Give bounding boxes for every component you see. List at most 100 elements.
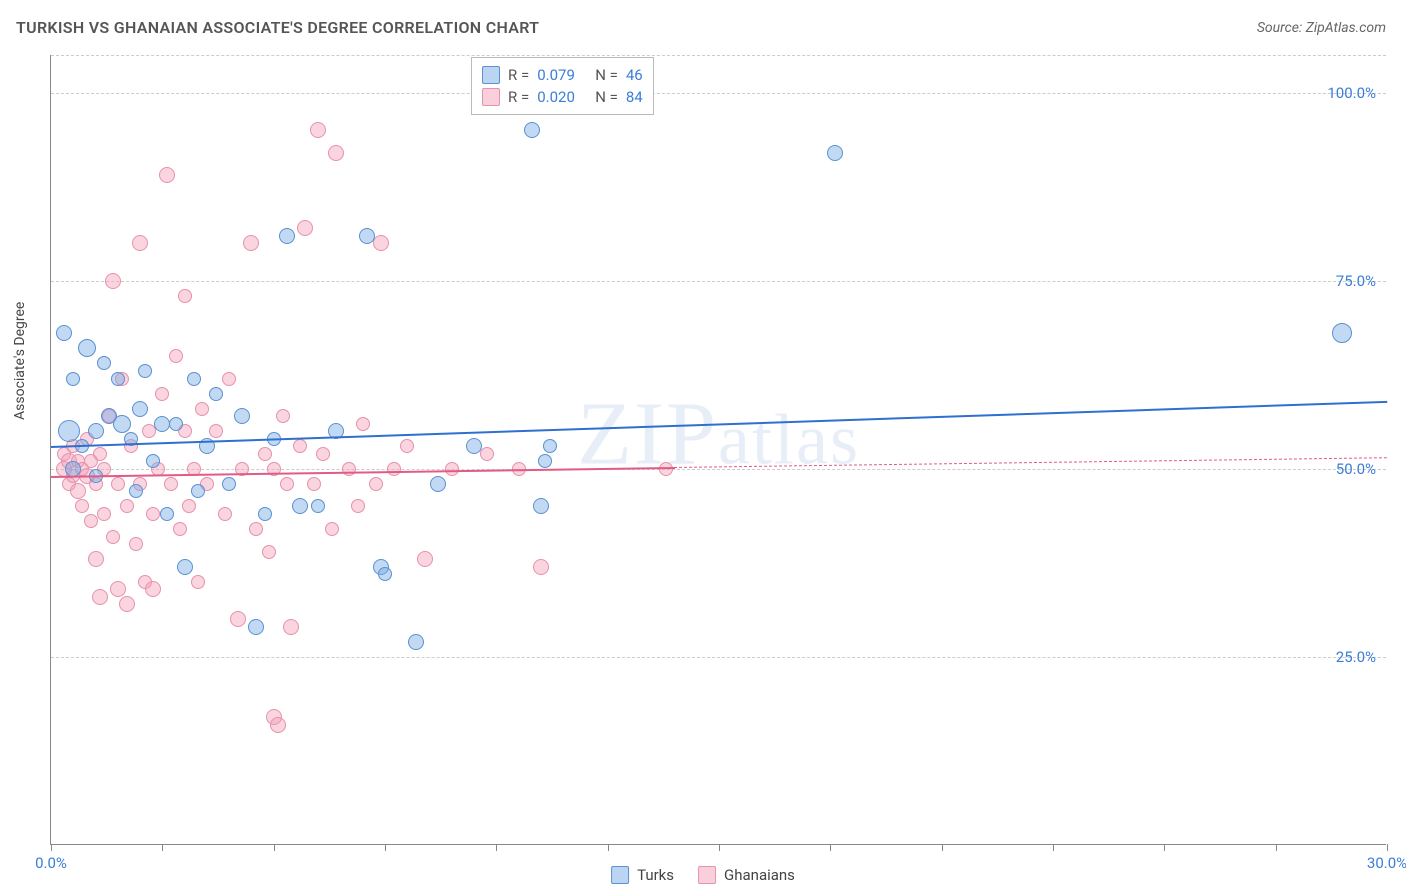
ghanaians-point: [400, 439, 414, 453]
ghanaians-point: [297, 220, 313, 236]
stats-row: R = 0.079 N = 46: [482, 64, 643, 86]
ghanaians-point: [75, 499, 89, 513]
turks-point: [138, 364, 152, 378]
ghanaians-point: [93, 447, 107, 461]
y-tick-label: 50.0%: [1336, 460, 1376, 478]
ghanaians-point: [356, 417, 370, 431]
x-tick: [385, 844, 386, 851]
turks-point: [258, 507, 272, 521]
ghanaians-point: [169, 349, 183, 363]
y-tick-label: 25.0%: [1336, 648, 1376, 666]
legend-item: Ghanaians: [698, 866, 795, 884]
x-tick: [942, 844, 943, 851]
turks-point: [524, 122, 540, 138]
x-tick: [830, 844, 831, 851]
ghanaians-point: [159, 167, 175, 183]
x-tick: [1387, 844, 1388, 851]
ghanaians-point: [195, 402, 209, 416]
x-tick: [51, 844, 52, 851]
r-value: 0.020: [537, 86, 587, 108]
ghanaians-point: [106, 530, 120, 544]
legend-label: Ghanaians: [724, 866, 795, 884]
x-tick: [608, 844, 609, 851]
ghanaians-point: [293, 439, 307, 453]
turks-point: [113, 415, 131, 433]
series-legend: Turks Ghanaians: [611, 866, 795, 884]
n-value: 84: [626, 86, 643, 108]
ghanaians-point: [173, 522, 187, 536]
n-label: N =: [595, 64, 618, 86]
grid-line: [51, 469, 1386, 470]
ghanaians-point: [129, 537, 143, 551]
ghanaians-point: [262, 545, 276, 559]
turks-point: [466, 438, 482, 454]
ghanaians-point: [97, 507, 111, 521]
y-tick-label: 100.0%: [1327, 84, 1376, 102]
x-tick: [719, 844, 720, 851]
r-value: 0.079: [537, 64, 587, 86]
turks-point: [88, 423, 104, 439]
ghanaians-point: [310, 122, 326, 138]
turks-point: [78, 339, 96, 357]
legend-label: Turks: [637, 866, 674, 884]
ghanaians-point: [209, 424, 223, 438]
turks-point: [58, 420, 80, 442]
ghanaians-point: [111, 477, 125, 491]
x-tick: [1053, 844, 1054, 851]
turks-point: [160, 507, 174, 521]
x-tick: [1164, 844, 1165, 851]
stats-box: R = 0.079 N = 46R =0.020N =84: [471, 57, 654, 115]
ghanaians-point: [387, 462, 401, 476]
legend-swatch: [698, 866, 716, 884]
turks-point: [222, 477, 236, 491]
ghanaians-point: [222, 372, 236, 386]
legend-item: Turks: [611, 866, 674, 884]
grid-line: [51, 55, 1386, 56]
regression-line: [51, 401, 1387, 448]
legend-swatch: [611, 866, 629, 884]
legend-swatch: [482, 88, 500, 106]
turks-point: [292, 498, 308, 514]
ghanaians-point: [533, 559, 549, 575]
y-tick-label: 75.0%: [1336, 272, 1376, 290]
ghanaians-point: [218, 507, 232, 521]
ghanaians-point: [316, 447, 330, 461]
x-tick: [274, 844, 275, 851]
turks-point: [279, 228, 295, 244]
ghanaians-point: [283, 619, 299, 635]
plot-area: ZIPatlas 25.0%50.0%75.0%100.0%0.0%30.0%R…: [50, 55, 1386, 845]
ghanaians-point: [328, 145, 344, 161]
stats-row: R =0.020N =84: [482, 86, 643, 108]
ghanaians-point: [178, 289, 192, 303]
ghanaians-point: [249, 522, 263, 536]
ghanaians-point: [351, 499, 365, 513]
ghanaians-point: [145, 581, 161, 597]
turks-point: [97, 356, 111, 370]
ghanaians-point: [155, 387, 169, 401]
turks-point: [538, 454, 552, 468]
source-attribution: Source: ZipAtlas.com: [1257, 20, 1386, 36]
ghanaians-point: [307, 477, 321, 491]
turks-point: [543, 439, 557, 453]
ghanaians-point: [191, 575, 205, 589]
turks-point: [111, 372, 125, 386]
turks-point: [408, 634, 424, 650]
turks-point: [1332, 323, 1352, 343]
turks-point: [132, 401, 148, 417]
ghanaians-point: [258, 447, 272, 461]
turks-point: [177, 559, 193, 575]
ghanaians-point: [92, 589, 108, 605]
x-tick: [496, 844, 497, 851]
ghanaians-point: [276, 409, 290, 423]
turks-point: [129, 484, 143, 498]
chart-title: TURKISH VS GHANAIAN ASSOCIATE'S DEGREE C…: [16, 18, 539, 37]
ghanaians-point: [84, 514, 98, 528]
r-label: R =: [508, 64, 529, 86]
x-tick: [1276, 844, 1277, 851]
ghanaians-point: [243, 235, 259, 251]
ghanaians-point: [270, 717, 286, 733]
ghanaians-point: [88, 551, 104, 567]
ghanaians-point: [105, 273, 121, 289]
n-value: 46: [626, 64, 643, 86]
ghanaians-point: [132, 235, 148, 251]
